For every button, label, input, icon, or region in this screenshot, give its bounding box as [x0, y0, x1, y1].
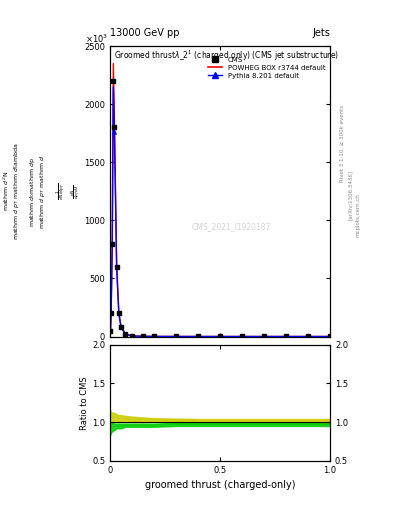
Legend: CMS, POWHEG BOX r3744 default, Pythia 8.201 default: CMS, POWHEG BOX r3744 default, Pythia 8.… — [207, 55, 327, 80]
Text: Groomed thrust$\lambda\_2^1$ (charged only) (CMS jet substructure): Groomed thrust$\lambda\_2^1$ (charged on… — [114, 49, 340, 63]
Text: $\times10^3$: $\times10^3$ — [85, 32, 108, 45]
Text: [arXiv:1306.3436]: [arXiv:1306.3436] — [348, 169, 353, 220]
Text: 13000 GeV pp: 13000 GeV pp — [110, 28, 180, 38]
X-axis label: groomed thrust (charged-only): groomed thrust (charged-only) — [145, 480, 295, 490]
Y-axis label: Ratio to CMS: Ratio to CMS — [80, 376, 89, 430]
Y-axis label: mathrm $d^2$N
mathrm $d$ $p_T$ mathrm $d$lambda

mathrm $d_0$mathrm $d$p
mathrm : mathrm $d^2$N mathrm $d$ $p_T$ mathrm $d… — [2, 142, 83, 240]
Text: CMS_2021_I1920187: CMS_2021_I1920187 — [191, 222, 271, 230]
Text: mcplots.cern.ch: mcplots.cern.ch — [356, 193, 361, 237]
Text: Rivet 3.1.10, ≥ 300k events: Rivet 3.1.10, ≥ 300k events — [340, 105, 345, 182]
Text: Jets: Jets — [312, 28, 330, 38]
